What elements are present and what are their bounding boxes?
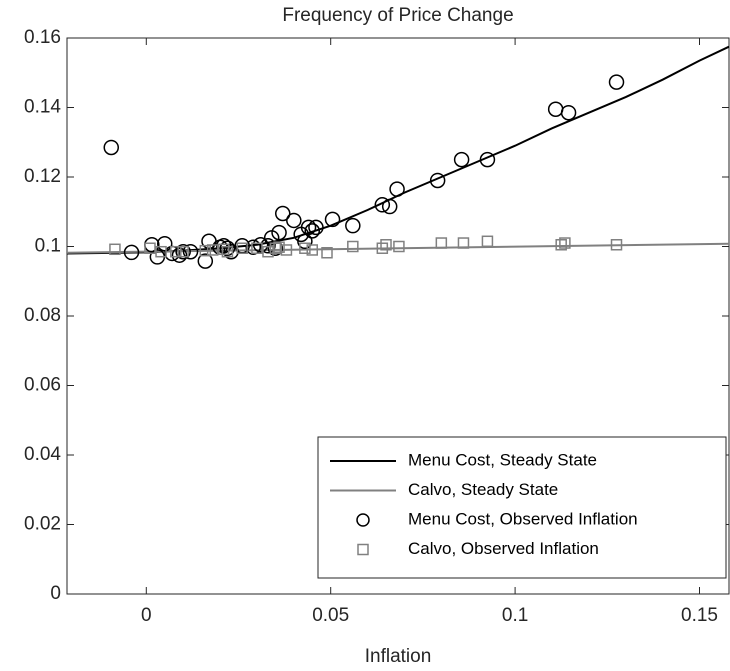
y-tick-label: 0 (50, 583, 61, 604)
series-line (66, 45, 730, 255)
data-point (389, 181, 405, 197)
legend-swatch (357, 543, 369, 556)
data-point (206, 244, 219, 256)
data-point (376, 242, 389, 254)
data-point (300, 219, 317, 236)
data-point (274, 205, 291, 222)
data-point (280, 244, 293, 256)
chart-title: Frequency of Price Change (282, 5, 513, 26)
data-point (103, 139, 120, 156)
data-point (453, 151, 470, 168)
data-point (457, 237, 470, 249)
x-tick-label: 0.05 (312, 605, 349, 626)
data-point (175, 243, 191, 260)
data-point (273, 241, 285, 253)
data-point (299, 242, 311, 254)
data-point (560, 104, 577, 121)
data-point (170, 245, 182, 258)
y-tick-label: 0.04 (24, 444, 61, 465)
data-point (608, 74, 625, 90)
data-point (156, 235, 173, 252)
y-tick-label: 0.08 (24, 305, 61, 326)
data-point (304, 223, 321, 239)
data-point (269, 242, 282, 254)
data-point (555, 239, 567, 251)
series-line (66, 242, 730, 254)
data-point (381, 198, 398, 215)
x-tick-label: 0.15 (681, 605, 718, 626)
y-tick-label: 0.16 (24, 27, 61, 48)
data-point (262, 245, 274, 258)
data-point (345, 217, 361, 234)
data-point (321, 247, 333, 259)
data-point (217, 243, 230, 256)
data-point (197, 253, 214, 269)
data-point (171, 247, 188, 263)
data-point (429, 172, 446, 189)
data-point (221, 245, 234, 258)
x-tick-label: 0.1 (502, 605, 528, 626)
data-point (380, 239, 392, 251)
data-point (481, 235, 494, 248)
data-point (308, 219, 324, 236)
data-point (479, 151, 496, 168)
legend-label: Calvo, Steady State (408, 480, 558, 499)
data-point (245, 239, 261, 255)
y-tick-label: 0.1 (35, 236, 61, 257)
data-point (374, 197, 391, 213)
data-point (144, 242, 156, 254)
data-point (610, 239, 623, 251)
data-point (286, 212, 302, 229)
x-axis-label: Inflation (365, 646, 432, 667)
data-point (252, 237, 269, 253)
data-point (306, 244, 319, 256)
data-point (182, 243, 199, 260)
data-point (547, 101, 564, 117)
data-point (347, 240, 359, 253)
data-point (297, 233, 313, 250)
y-tick-label: 0.02 (24, 514, 61, 535)
data-point (324, 211, 341, 228)
legend-swatch (356, 513, 370, 527)
data-point (219, 240, 236, 256)
data-point (155, 245, 167, 258)
data-point (393, 240, 405, 253)
data-point (251, 242, 263, 254)
data-point (199, 244, 212, 257)
legend-label: Menu Cost, Observed Inflation (408, 509, 638, 528)
data-point (435, 237, 448, 249)
y-tick-label: 0.12 (24, 166, 61, 187)
data-point (123, 244, 140, 261)
data-point (109, 243, 121, 256)
data-point (267, 240, 284, 256)
legend-label: Calvo, Observed Inflation (408, 539, 599, 558)
y-tick-label: 0.14 (24, 97, 61, 118)
data-point (260, 238, 276, 254)
data-point (559, 237, 571, 249)
y-tick-label: 0.06 (24, 375, 61, 396)
x-tick-label: 0 (141, 605, 152, 626)
data-point (177, 245, 189, 258)
data-point (236, 242, 248, 254)
legend-label: Menu Cost, Steady State (408, 450, 597, 469)
data-point (271, 224, 287, 241)
